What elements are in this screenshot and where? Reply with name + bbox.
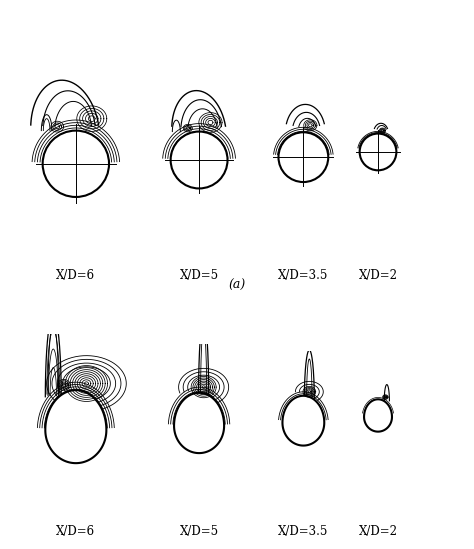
Polygon shape bbox=[283, 396, 324, 446]
Circle shape bbox=[360, 133, 396, 170]
Polygon shape bbox=[46, 390, 106, 463]
Text: X/D=3.5: X/D=3.5 bbox=[278, 525, 328, 538]
Circle shape bbox=[171, 132, 228, 188]
Text: X/D=5: X/D=5 bbox=[180, 525, 219, 538]
Circle shape bbox=[43, 131, 109, 197]
Polygon shape bbox=[174, 393, 224, 453]
Circle shape bbox=[279, 132, 328, 182]
Text: X/D=6: X/D=6 bbox=[56, 525, 95, 538]
Text: X/D=3.5: X/D=3.5 bbox=[278, 269, 328, 282]
Text: X/D=2: X/D=2 bbox=[358, 269, 398, 282]
Text: X/D=6: X/D=6 bbox=[56, 269, 95, 282]
Text: (a): (a) bbox=[228, 279, 246, 292]
Text: X/D=2: X/D=2 bbox=[358, 525, 398, 538]
Text: X/D=5: X/D=5 bbox=[180, 269, 219, 282]
Polygon shape bbox=[364, 399, 392, 432]
